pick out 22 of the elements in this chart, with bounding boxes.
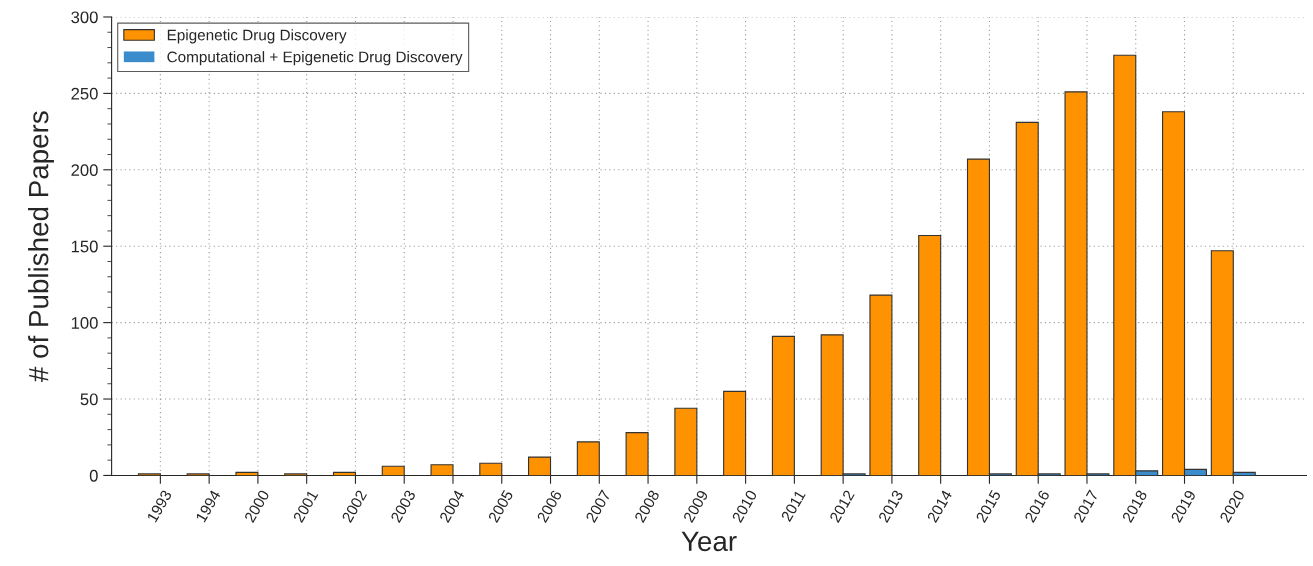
- bar: [576, 441, 600, 476]
- bar: [869, 294, 893, 476]
- bar: [479, 462, 503, 476]
- bar: [528, 456, 552, 476]
- bar: [918, 234, 942, 476]
- y-tick-label: 150: [71, 240, 98, 253]
- x-axis-title: Year: [681, 531, 737, 552]
- legend-label: Epigenetic Drug Discovery: [167, 29, 347, 44]
- bar: [381, 465, 405, 476]
- y-tick-label: 250: [71, 87, 98, 100]
- y-tick-label: 200: [71, 164, 98, 176]
- bar: [430, 464, 454, 476]
- bar: [674, 407, 698, 476]
- bar: [625, 432, 649, 476]
- bar: [771, 335, 795, 476]
- y-tick-label: 0: [89, 469, 98, 482]
- y-tick-label: 300: [71, 11, 98, 24]
- legend-label: Computational + Epigenetic Drug Discovery: [167, 51, 463, 66]
- y-tick-label: 100: [71, 317, 98, 329]
- y-axis-title: # of Published Papers: [28, 111, 54, 382]
- bar: [723, 390, 747, 476]
- y-tick-label: 50: [80, 393, 98, 406]
